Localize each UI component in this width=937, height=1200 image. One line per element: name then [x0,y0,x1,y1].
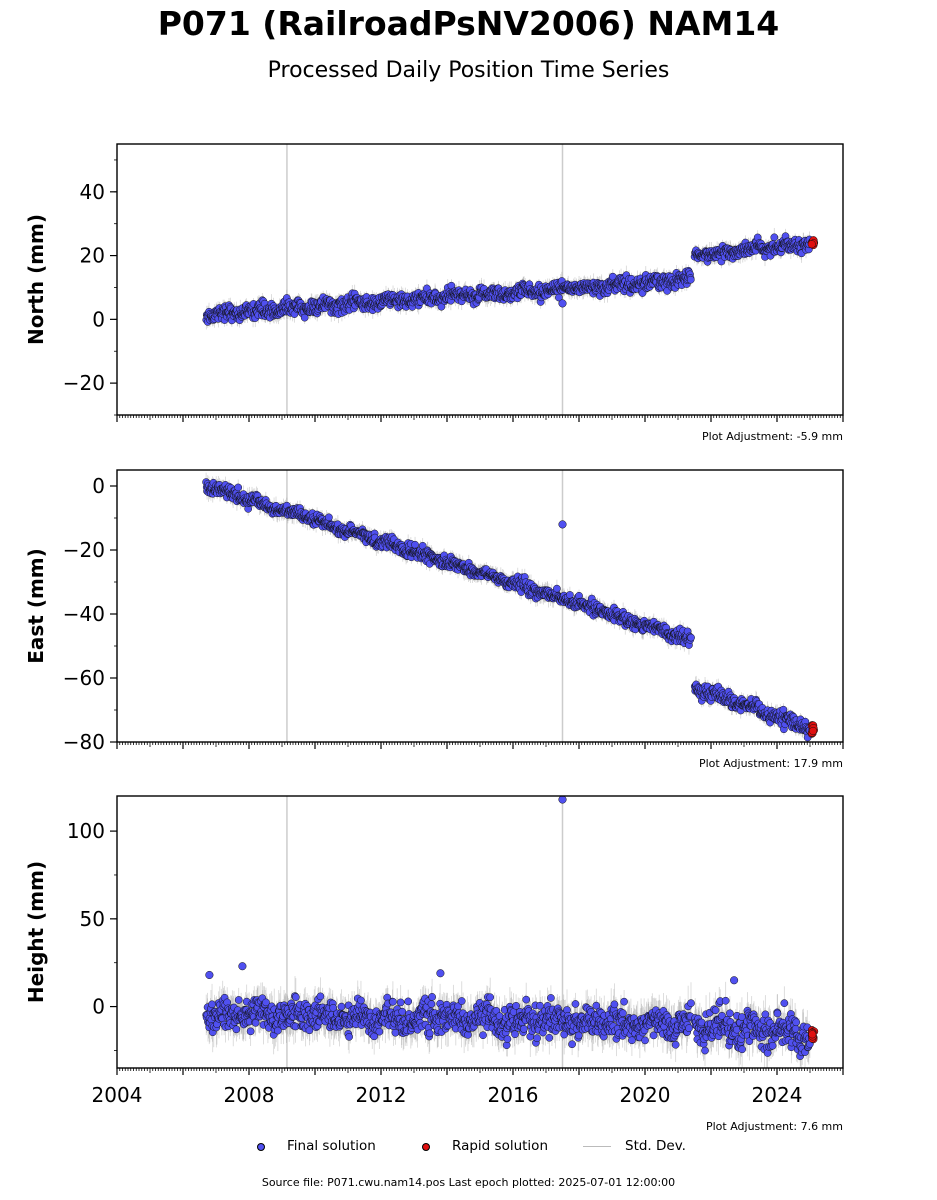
chart-title: P071 (RailroadPsNV2006) NAM14 [157,4,780,43]
final-solution-points [202,232,814,326]
data-point [686,275,695,284]
y-tick-label: 0 [92,307,105,331]
rapid-solution-points [807,236,819,250]
y-tick-label: 40 [80,180,105,204]
y-axis-label: North (mm) [24,214,48,345]
rapid-point [807,240,816,249]
data-point [553,584,561,593]
data-point [234,483,243,492]
plot-area [202,470,818,742]
plot-area [202,144,819,415]
data-point [770,233,779,242]
final-solution-points [202,478,814,742]
data-point [555,293,563,302]
chart-subtitle: Processed Daily Position Time Series [267,58,670,83]
y-tick-label: −20 [63,371,105,395]
data-point [325,513,333,522]
data-point [300,313,309,322]
panel-1: −20 0 20 40 North (mm) Plot Adjustment: -5.9 … [24,143,844,443]
axes-frame [116,143,844,416]
plot-adjustment-label: Plot Adjustment: -5.9 mm [702,430,843,443]
y-tick-label: 20 [80,244,105,268]
outlier-point [558,299,567,308]
